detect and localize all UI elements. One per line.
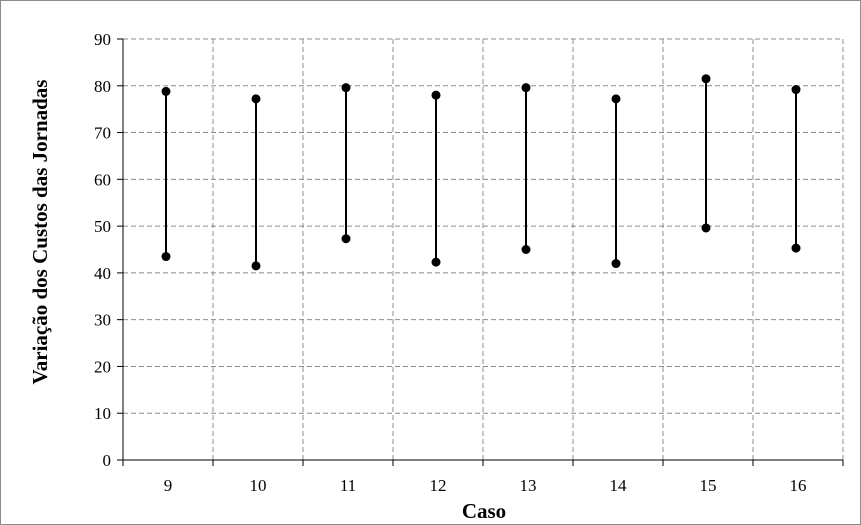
low-point-10 (251, 261, 261, 271)
gridlines (123, 38, 844, 460)
x-axis-title: Caso (462, 499, 506, 523)
y-tick-label: 30 (94, 311, 111, 330)
high-point-10 (251, 94, 261, 104)
y-tick-label: 10 (94, 404, 111, 423)
high-point-12 (431, 90, 441, 100)
low-point-11 (341, 234, 351, 244)
low-point-13 (521, 245, 531, 254)
x-tick-label: 10 (250, 476, 267, 495)
high-point-14 (611, 94, 621, 104)
low-point-9 (161, 252, 171, 262)
y-tick-labels: 0 10 20 30 40 50 60 70 80 90 (94, 30, 111, 470)
y-tick-label: 40 (94, 264, 111, 283)
y-tick-label: 60 (94, 170, 111, 189)
low-point-15 (701, 223, 711, 233)
axes (117, 38, 844, 466)
y-tick-label: 50 (94, 217, 111, 236)
high-point-16 (791, 85, 801, 95)
x-tick-label: 12 (430, 476, 447, 495)
x-tick-label: 15 (700, 476, 717, 495)
high-point-9 (161, 86, 171, 96)
low-point-16 (791, 243, 801, 253)
x-tick-label: 16 (790, 476, 807, 495)
low-point-12 (431, 257, 441, 267)
x-tick-label: 14 (610, 476, 628, 495)
x-tick-labels: 9 10 11 12 13 14 15 16 (164, 476, 807, 495)
x-tick-label: 9 (164, 476, 173, 495)
y-tick-label: 0 (103, 451, 112, 470)
high-point-11 (341, 83, 351, 93)
high-point-13 (521, 83, 531, 93)
y-tick-label: 20 (94, 357, 111, 376)
x-tick-label: 13 (520, 476, 537, 495)
x-tick-label: 11 (340, 476, 356, 495)
y-tick-label: 90 (94, 30, 111, 49)
y-axis-title: Variação dos Custos das Jornadas (28, 80, 52, 385)
low-point-14 (611, 259, 621, 269)
y-tick-label: 80 (94, 77, 111, 96)
high-point-15 (701, 74, 711, 84)
range-series (161, 74, 801, 271)
y-tick-label: 70 (94, 124, 111, 143)
